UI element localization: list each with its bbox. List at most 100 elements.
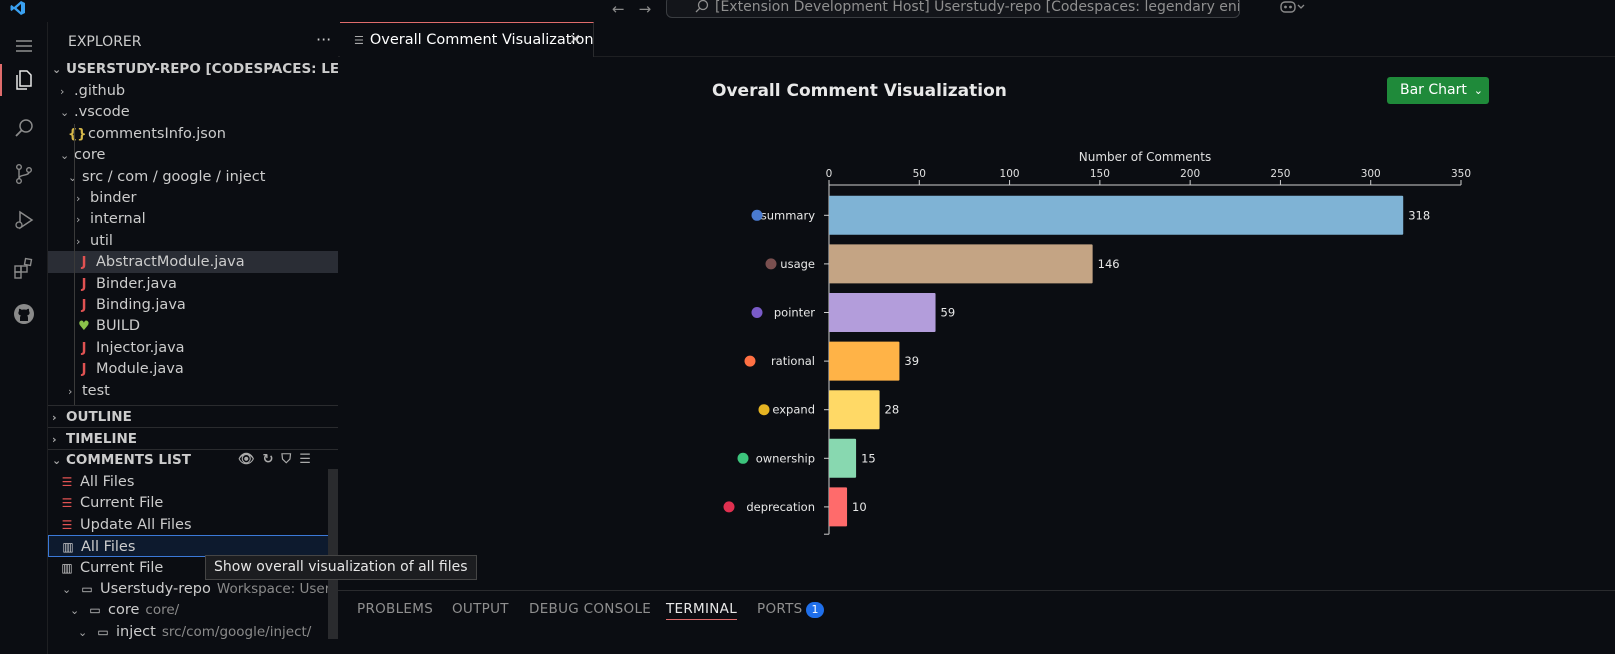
x-tick-label: 300	[1361, 168, 1381, 180]
tree-item[interactable]: J Binding.java	[48, 294, 347, 316]
eye-icon[interactable]: 👁	[238, 452, 263, 467]
list-icon: ☰	[61, 475, 73, 489]
comments-list-label: All Files	[80, 474, 135, 490]
github-icon[interactable]	[0, 290, 48, 338]
ports-badge: 1	[806, 602, 824, 618]
tree-item[interactable]: ⌄ src / com / google / inject	[48, 166, 347, 188]
tree-item[interactable]: › test	[48, 380, 347, 402]
comments-list-item[interactable]: ▥ Current File	[48, 557, 347, 579]
activity-bar	[0, 22, 48, 654]
refresh-icon[interactable]: ↻	[262, 452, 282, 467]
bar-usage	[829, 244, 1093, 284]
chevron-down-icon: ⌄	[52, 454, 62, 467]
outline-label: OUTLINE	[66, 409, 132, 425]
sidebar-scrollbar[interactable]	[328, 469, 338, 639]
bottom-panel: PROBLEMS OUTPUT DEBUG CONSOLE TERMINAL P…	[338, 590, 1615, 654]
comments-list-label: Current File	[80, 495, 164, 512]
tree-item[interactable]: ♥ BUILD	[48, 315, 347, 337]
bar-expand	[829, 390, 880, 430]
tab-overall-comment-visualization[interactable]: ☰ Overall Comment Visualization ✕	[340, 22, 594, 57]
tab-terminal[interactable]: TERMINAL	[666, 601, 738, 620]
list-icon: ☰	[61, 517, 73, 532]
chart-type-value: Bar Chart	[1400, 82, 1467, 98]
x-tick-label: 150	[1090, 168, 1110, 180]
tree-item-label: AbstractModule.java	[96, 254, 245, 271]
category-label-rational: rational	[771, 354, 815, 368]
data-label-expand: 28	[885, 403, 900, 417]
tree-item-label: .github	[74, 83, 126, 99]
comments-list-description: Workspace: User...	[216, 581, 342, 597]
more-actions-icon[interactable]: ···	[316, 30, 332, 49]
java-file-icon: J	[81, 298, 87, 313]
category-label-expand: expand	[772, 403, 815, 417]
chevron-down-icon: ⌄	[70, 604, 80, 618]
explorer-title: EXPLORER	[68, 34, 142, 50]
tree-item-label: BUILD	[96, 318, 141, 335]
preview-icon: ☰	[354, 34, 364, 47]
tree-item[interactable]: ⌄ .vscode	[48, 101, 347, 123]
comments-list-item[interactable]: ▥ All Files	[48, 535, 347, 558]
menu-icon[interactable]	[0, 22, 48, 70]
category-dot-expand	[758, 404, 770, 416]
tree-item[interactable]: › util	[48, 230, 347, 252]
chevron-right-icon: ›	[76, 213, 81, 227]
comments-list-item[interactable]: ☰ Current File	[48, 492, 347, 514]
arrow-left-icon[interactable]: ←	[612, 0, 639, 18]
category-dot-usage	[765, 258, 777, 270]
category-dot-pointer	[751, 307, 763, 318]
tab-debug-console[interactable]: DEBUG CONSOLE	[529, 601, 652, 617]
chevron-right-icon: ›	[60, 85, 65, 98]
x-tick-label: 350	[1451, 168, 1471, 180]
outline-section[interactable]: › OUTLINE	[48, 406, 347, 428]
comments-list-label: inject	[116, 623, 156, 640]
tree-item[interactable]: J Module.java	[48, 358, 347, 380]
chevron-down-icon: ⌄	[60, 149, 70, 163]
folder-icon: ▭	[97, 624, 109, 639]
vscode-logo-icon	[10, 1, 25, 15]
comments-list-item[interactable]: ⌄ ▭ Userstudy-repo Workspace: User...	[48, 578, 347, 600]
category-label-deprecation: deprecation	[746, 500, 815, 514]
chart-type-select[interactable]: Bar Chart ⌄	[1387, 77, 1489, 104]
list-view-icon[interactable]: ☰	[299, 452, 319, 467]
source-control-icon[interactable]	[0, 150, 48, 198]
category-label-summary: summary	[761, 208, 815, 222]
tree-item[interactable]: J AbstractModule.java	[48, 251, 347, 274]
category-label-pointer: pointer	[774, 306, 815, 320]
comments-list-item[interactable]: ☰ All Files	[48, 471, 347, 493]
workspace-root[interactable]: ⌄ USERSTUDY-REPO [CODESPACES: LE...	[48, 58, 347, 80]
x-tick-label: 250	[1270, 168, 1290, 180]
tree-item[interactable]: J Injector.java	[48, 337, 347, 359]
comments-list-item[interactable]: ☰ Update All Files	[48, 514, 347, 536]
comments-list-item[interactable]: ⌄ ▭ inject src/com/google/inject/	[48, 621, 347, 643]
folder-icon: ▭	[89, 603, 101, 618]
explorer-icon[interactable]	[0, 56, 48, 104]
tree-item[interactable]: J Binder.java	[48, 273, 347, 295]
tree-item[interactable]: › .github	[48, 80, 347, 102]
tree-item[interactable]: {}commentsInfo.json	[48, 123, 347, 145]
tab-ports[interactable]: PORTS 1	[757, 601, 824, 618]
tab-output[interactable]: OUTPUT	[452, 601, 509, 617]
category-dot-deprecation	[723, 501, 735, 513]
tab-label: Overall Comment Visualization	[369, 32, 594, 48]
bar-deprecation	[829, 487, 848, 527]
copilot-icon[interactable]	[1280, 0, 1306, 18]
tab-ports-label: PORTS	[757, 601, 803, 617]
tab-problems[interactable]: PROBLEMS	[357, 601, 434, 617]
comments-list-item[interactable]: ⌄ ▭ core core/	[48, 599, 347, 621]
tree-item[interactable]: › binder	[48, 187, 347, 209]
filter-icon[interactable]: ⛉	[281, 452, 300, 467]
comments-list-section[interactable]: ⌄ COMMENTS LIST 👁↻⛉☰	[48, 449, 347, 471]
command-center-text: [Extension Development Host] Userstudy-r…	[715, 0, 1240, 15]
close-icon[interactable]: ✕	[569, 32, 581, 48]
search-icon[interactable]	[0, 104, 48, 152]
extensions-icon[interactable]	[0, 244, 48, 292]
run-debug-icon[interactable]	[0, 196, 48, 244]
timeline-section[interactable]: › TIMELINE	[48, 428, 347, 450]
command-center[interactable]: [Extension Development Host] Userstudy-r…	[666, 0, 1240, 18]
arrow-right-icon[interactable]: →	[638, 0, 666, 18]
comments-list-label: All Files	[81, 539, 136, 556]
chevron-right-icon: ›	[76, 192, 81, 205]
tree-item[interactable]: ⌄ core	[48, 144, 347, 166]
nav-arrows[interactable]: ←→	[612, 0, 665, 18]
tree-item[interactable]: › internal	[48, 208, 347, 230]
